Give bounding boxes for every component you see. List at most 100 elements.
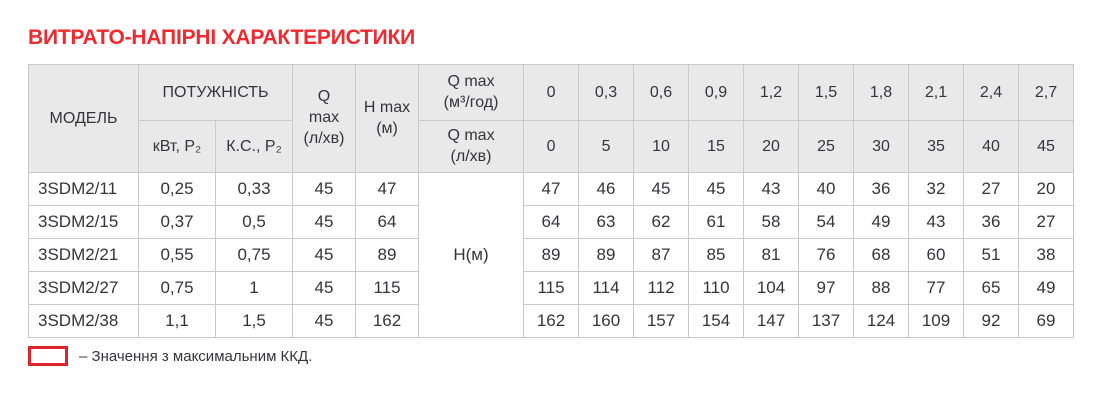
header-row-2: кВт, P₂ К.С., P₂ Q max (л/хв) 0 5 10 15 20 25…	[29, 120, 1075, 173]
header-flow-m3h-3: 0,9	[688, 64, 745, 121]
head-value-cell: 27	[963, 172, 1020, 206]
model-cell: 3SDM2/11	[28, 172, 139, 206]
head-value-cell: 157	[633, 304, 690, 338]
characteristics-table: МОДЕЛЬ ПОТУЖНІСТЬ Q max (л/хв) H max (м)…	[28, 64, 1075, 338]
power-kw-cell: 0,75	[138, 271, 216, 305]
head-unit-cell: Н(м)	[418, 172, 525, 338]
header-flow-lmin-0: 0	[523, 120, 580, 173]
head-value-cell: 147	[743, 304, 800, 338]
head-value-cell: 88	[853, 271, 910, 305]
head-value-cell: 49	[853, 205, 910, 239]
head-value-cell: 77	[908, 271, 965, 305]
head-value-cell: 69	[1018, 304, 1075, 338]
head-value-cell: 43	[743, 172, 800, 206]
head-value-cell: 49	[1018, 271, 1075, 305]
head-value-cell: 51	[963, 238, 1020, 272]
header-flow-m3h-6: 1,8	[853, 64, 910, 121]
head-value-cell: 45	[633, 172, 690, 206]
header-flow-lmin-9: 45	[1018, 120, 1075, 173]
header-model: МОДЕЛЬ	[28, 64, 139, 173]
head-value-cell: 36	[963, 205, 1020, 239]
header-row-1: МОДЕЛЬ ПОТУЖНІСТЬ Q max (л/хв) H max (м)…	[28, 64, 1075, 173]
power-hp-cell: 0,75	[214, 238, 294, 272]
legend: – Значення з максимальним ККД.	[28, 346, 1075, 366]
header-power-hp: К.С., P₂	[214, 120, 294, 173]
model-cell: 3SDM2/38	[28, 304, 139, 338]
power-kw-cell: 1,1	[138, 304, 216, 338]
header-flow-m3h-4: 1,2	[743, 64, 800, 121]
head-value-cell: 32	[908, 172, 965, 206]
hmax-cell: 64	[355, 205, 420, 239]
hmax-cell: 47	[355, 172, 420, 206]
power-hp-cell: 1,5	[214, 304, 294, 338]
header-flow-lmin-8: 40	[963, 120, 1020, 173]
power-hp-cell: 0,33	[214, 172, 294, 206]
table-row: 3SDM2/27 0,75 1 45 115 115 114 112 110 104 97 88 77 6…	[28, 271, 1075, 305]
hmax-cell: 115	[355, 271, 420, 305]
model-cell: 3SDM2/15	[28, 205, 139, 239]
qmax-cell: 45	[292, 271, 357, 305]
head-value-cell: 137	[798, 304, 855, 338]
header-flow-lmin-1: 5	[578, 120, 635, 173]
table-body: 3SDM2/11 0,25 0,33 45 47 Н(м) 47 46 45 45 43 40 36 32…	[28, 172, 1075, 338]
hmax-cell: 162	[355, 304, 420, 338]
head-value-cell: 87	[633, 238, 690, 272]
table-row: 3SDM2/11 0,25 0,33 45 47 Н(м) 47 46 45 45 43 40 36 32…	[28, 172, 1075, 338]
power-kw-cell: 0,25	[138, 172, 216, 206]
header-flow-lmin-7: 35	[908, 120, 965, 173]
head-value-cell: 115	[523, 271, 580, 305]
header-flow-m3h-1: 0,3	[578, 64, 635, 121]
model-cell: 3SDM2/27	[28, 271, 139, 305]
head-value-cell: 124	[853, 304, 910, 338]
head-value-cell: 97	[798, 271, 855, 305]
power-kw-cell: 0,55	[138, 238, 216, 272]
table-row: 3SDM2/15 0,37 0,5 45 64 64 63 62 61 58 54 49 43 36 27	[28, 205, 1075, 239]
header-power: ПОТУЖНІСТЬ	[137, 64, 294, 121]
head-value-cell: 76	[798, 238, 855, 272]
header-flow-m3h-0: 0	[523, 64, 580, 121]
page-title: ВИТРАТО-НАПІРНІ ХАРАКТЕРИСТИКИ	[28, 26, 416, 49]
power-hp-cell: 0,5	[214, 205, 294, 239]
header-qmax: Q max (л/хв)	[292, 64, 357, 173]
head-value-cell: 36	[853, 172, 910, 206]
table-row: 3SDM2/21 0,55 0,75 45 89 89 89 87 85 81 76 68 60 51 38	[28, 238, 1075, 272]
header-flow-lmin-5: 25	[798, 120, 855, 173]
header-flow-lmin-6: 30	[853, 120, 910, 173]
head-value-cell: 154	[688, 304, 745, 338]
head-value-cell: 89	[523, 238, 580, 272]
header-power-kw: кВт, P₂	[138, 120, 216, 173]
table-row: 3SDM2/38 1,1 1,5 45 162 162 160 157 154 147 137 124…	[28, 304, 1075, 338]
head-value-cell: 114	[578, 271, 635, 305]
header-flow-lmin-4: 20	[743, 120, 800, 173]
legend-label: – Значення з максимальним ККД.	[79, 347, 313, 365]
header-flow-m3h-7: 2,1	[908, 64, 965, 121]
qmax-cell: 45	[292, 205, 357, 239]
head-value-cell: 38	[1018, 238, 1075, 272]
power-kw-cell: 0,37	[138, 205, 216, 239]
header-flow-lmin-3: 15	[688, 120, 745, 173]
header-flow-m3h-5: 1,5	[798, 64, 855, 121]
header-qmax-lmin: Q max (л/хв)	[418, 120, 525, 173]
legend-highlight-box	[28, 346, 68, 366]
head-value-cell: 62	[633, 205, 690, 239]
head-value-cell: 68	[853, 238, 910, 272]
head-value-cell: 64	[523, 205, 580, 239]
head-value-cell: 112	[633, 271, 690, 305]
head-value-cell: 104	[743, 271, 800, 305]
head-value-cell: 60	[908, 238, 965, 272]
head-value-cell: 85	[688, 238, 745, 272]
head-value-cell: 27	[1018, 205, 1075, 239]
head-value-cell: 46	[578, 172, 635, 206]
header-hmax: H max (м)	[355, 64, 420, 173]
head-value-cell: 162	[523, 304, 580, 338]
model-cell: 3SDM2/21	[28, 238, 139, 272]
header-flow-m3h-8: 2,4	[963, 64, 1020, 121]
hmax-cell: 89	[355, 238, 420, 272]
header-qmax-m3h: Q max (м³/год)	[418, 64, 525, 121]
head-value-cell: 45	[688, 172, 745, 206]
qmax-cell: 45	[292, 304, 357, 338]
qmax-cell: 45	[292, 238, 357, 272]
head-value-cell: 89	[578, 238, 635, 272]
header-flow-m3h-2: 0,6	[633, 64, 690, 121]
